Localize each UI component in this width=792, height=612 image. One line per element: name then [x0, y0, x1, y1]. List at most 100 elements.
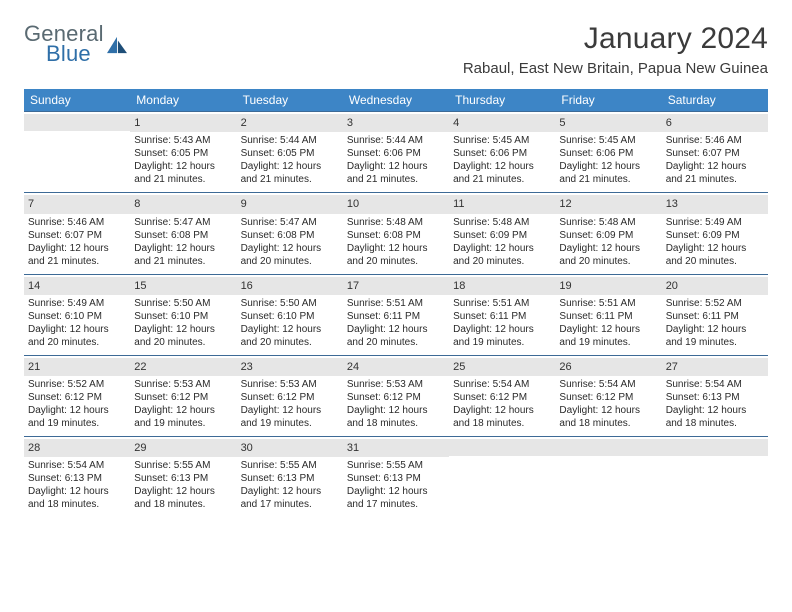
day-detail: Sunrise: 5:48 AMSunset: 6:09 PMDaylight:… [559, 216, 657, 268]
day-detail: Sunrise: 5:55 AMSunset: 6:13 PMDaylight:… [241, 459, 339, 511]
day-detail-line: Sunrise: 5:52 AM [28, 378, 126, 391]
day-number: 28 [24, 439, 130, 457]
day-detail-line: Sunrise: 5:48 AM [559, 216, 657, 229]
day-detail-line: Sunrise: 5:45 AM [453, 134, 551, 147]
day-detail-line: Daylight: 12 hours and 19 minutes. [453, 323, 551, 349]
day-detail-line: Sunset: 6:07 PM [28, 229, 126, 242]
day-number: 25 [449, 358, 555, 376]
day-number: 13 [662, 195, 768, 213]
day-cell: 12 Sunrise: 5:48 AMSunset: 6:09 PMDayligh… [555, 193, 661, 273]
day-detail: Sunrise: 5:49 AMSunset: 6:10 PMDaylight:… [28, 297, 126, 349]
day-cell: 26 Sunrise: 5:54 AMSunset: 6:12 PMDayligh… [555, 356, 661, 436]
day-detail: Sunrise: 5:53 AMSunset: 6:12 PMDaylight:… [241, 378, 339, 430]
day-detail-line: Sunrise: 5:43 AM [134, 134, 232, 147]
day-detail-line: Daylight: 12 hours and 21 minutes. [134, 160, 232, 186]
day-detail-line: Sunset: 6:06 PM [347, 147, 445, 160]
day-detail: Sunrise: 5:54 AMSunset: 6:12 PMDaylight:… [559, 378, 657, 430]
day-detail-line: Sunrise: 5:49 AM [28, 297, 126, 310]
day-detail-line: Daylight: 12 hours and 21 minutes. [347, 160, 445, 186]
day-detail-line: Daylight: 12 hours and 18 minutes. [28, 485, 126, 511]
day-detail-line: Sunset: 6:05 PM [241, 147, 339, 160]
day-detail: Sunrise: 5:48 AMSunset: 6:09 PMDaylight:… [453, 216, 551, 268]
page-header: General Blue January 2024 Rabaul, East N… [24, 22, 768, 77]
day-cell: 20 Sunrise: 5:52 AMSunset: 6:11 PMDayligh… [662, 275, 768, 355]
day-detail: Sunrise: 5:46 AMSunset: 6:07 PMDaylight:… [28, 216, 126, 268]
day-detail: Sunrise: 5:54 AMSunset: 6:13 PMDaylight:… [28, 459, 126, 511]
day-detail-line: Sunset: 6:13 PM [28, 472, 126, 485]
day-cell: 19Sunrise: 5:51 AMSunset: 6:11 PMDayligh… [555, 275, 661, 355]
day-cell [662, 437, 768, 517]
day-cell: 3Sunrise: 5:44 AMSunset: 6:06 PMDaylight… [343, 112, 449, 192]
day-detail-line: Sunrise: 5:51 AM [559, 297, 657, 310]
day-detail-line: Daylight: 12 hours and 18 minutes. [559, 404, 657, 430]
day-number: 27 [662, 358, 768, 376]
day-detail-line: Daylight: 12 hours and 17 minutes. [241, 485, 339, 511]
day-number [555, 439, 661, 456]
day-number: 29 [130, 439, 236, 457]
day-detail-line: Sunset: 6:13 PM [347, 472, 445, 485]
day-detail-line: Sunset: 6:08 PM [347, 229, 445, 242]
day-number: 12 [555, 195, 661, 213]
day-number [24, 114, 130, 131]
day-cell: 23 Sunrise: 5:53 AMSunset: 6:12 PMDayligh… [237, 356, 343, 436]
day-cell: 28 Sunrise: 5:54 AMSunset: 6:13 PMDayligh… [24, 437, 130, 517]
day-cell: 10Sunrise: 5:48 AMSunset: 6:08 PMDayligh… [343, 193, 449, 273]
day-detail-line: Sunset: 6:09 PM [666, 229, 764, 242]
day-number: 1 [130, 114, 236, 132]
day-number: 14 [24, 277, 130, 295]
day-detail-line: Sunset: 6:10 PM [134, 310, 232, 323]
day-number: 4 [449, 114, 555, 132]
month-title: January 2024 [463, 22, 768, 56]
day-number: 18 [449, 277, 555, 295]
day-detail-line: Sunset: 6:11 PM [453, 310, 551, 323]
day-detail: Sunrise: 5:51 AMSunset: 6:11 PMDaylight:… [347, 297, 445, 349]
day-detail-line: Daylight: 12 hours and 19 minutes. [666, 323, 764, 349]
day-detail-line: Daylight: 12 hours and 21 minutes. [666, 160, 764, 186]
day-cell: 8Sunrise: 5:47 AMSunset: 6:08 PMDaylight… [130, 193, 236, 273]
day-detail-line: Sunrise: 5:52 AM [666, 297, 764, 310]
day-detail-line: Daylight: 12 hours and 18 minutes. [453, 404, 551, 430]
day-detail-line: Sunrise: 5:51 AM [453, 297, 551, 310]
day-number: 26 [555, 358, 661, 376]
day-cell [555, 437, 661, 517]
day-detail-line: Sunset: 6:12 PM [347, 391, 445, 404]
day-number [662, 439, 768, 456]
day-detail-line: Sunrise: 5:54 AM [28, 459, 126, 472]
day-detail: Sunrise: 5:53 AMSunset: 6:12 PMDaylight:… [134, 378, 232, 430]
day-detail: Sunrise: 5:54 AMSunset: 6:12 PMDaylight:… [453, 378, 551, 430]
day-number: 15 [130, 277, 236, 295]
day-cell: 6Sunrise: 5:46 AMSunset: 6:07 PMDaylight… [662, 112, 768, 192]
day-number: 20 [662, 277, 768, 295]
day-detail-line: Daylight: 12 hours and 19 minutes. [134, 404, 232, 430]
day-detail-line: Sunset: 6:09 PM [559, 229, 657, 242]
day-detail-line: Sunset: 6:10 PM [241, 310, 339, 323]
day-number: 7 [24, 195, 130, 213]
week-row: 1 Sunrise: 5:43 AM Sunset: 6:05 PM Daylight… [24, 111, 768, 192]
day-detail: Sunrise: 5:47 AMSunset: 6:08 PMDaylight:… [134, 216, 232, 268]
title-block: January 2024 Rabaul, East New Britain, P… [463, 22, 768, 77]
day-detail: Sunrise: 5:46 AMSunset: 6:07 PMDaylight:… [666, 134, 764, 186]
day-detail-line: Daylight: 12 hours and 20 minutes. [241, 323, 339, 349]
day-cell [449, 437, 555, 517]
day-number: 10 [343, 195, 449, 213]
sail-icon [106, 35, 128, 55]
day-detail: Sunrise: 5:44 AMSunset: 6:06 PMDaylight:… [347, 134, 445, 186]
day-detail-line: Sunset: 6:08 PM [134, 229, 232, 242]
day-cell: 1Sunrise: 5:43 AMSunset: 6:05 PMDaylight… [130, 112, 236, 192]
day-cell: 11Sunrise: 5:48 AMSunset: 6:09 PMDayligh… [449, 193, 555, 273]
weekday-header: Sunday [24, 89, 130, 111]
day-detail-line: Daylight: 12 hours and 21 minutes. [134, 242, 232, 268]
day-detail-line: Sunset: 6:13 PM [666, 391, 764, 404]
day-detail-line: Sunset: 6:12 PM [28, 391, 126, 404]
day-number: 2 [237, 114, 343, 132]
day-detail-line: Daylight: 12 hours and 17 minutes. [347, 485, 445, 511]
day-detail-line: Sunset: 6:11 PM [666, 310, 764, 323]
day-detail-line: Sunset: 6:13 PM [241, 472, 339, 485]
day-detail-line: Sunset: 6:12 PM [134, 391, 232, 404]
day-detail-line: Sunset: 6:11 PM [559, 310, 657, 323]
day-cell: 9Sunrise: 5:47 AMSunset: 6:08 PMDaylight… [237, 193, 343, 273]
day-number: 23 [237, 358, 343, 376]
day-detail-line: Sunrise: 5:46 AM [666, 134, 764, 147]
day-number: 17 [343, 277, 449, 295]
day-detail-line: Daylight: 12 hours and 20 minutes. [347, 242, 445, 268]
